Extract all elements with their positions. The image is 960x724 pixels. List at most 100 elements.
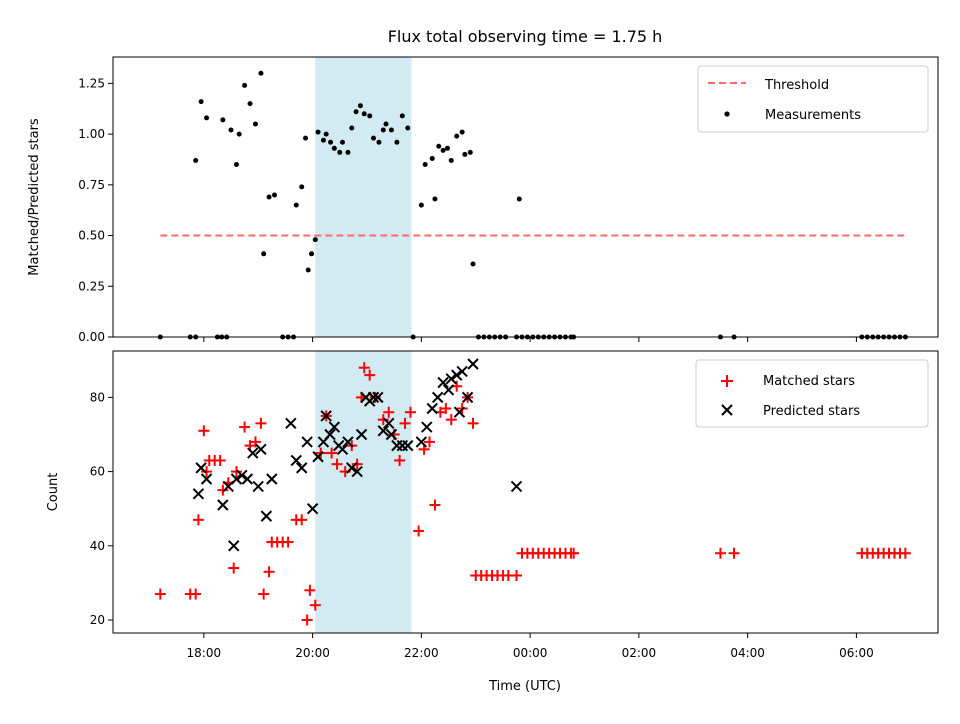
predicted-star-marker — [377, 425, 389, 437]
matched-star-marker — [383, 406, 395, 418]
predicted-star-marker — [437, 376, 449, 389]
measurement-point — [252, 121, 258, 127]
measurement-point — [440, 147, 446, 153]
measurement-point — [331, 145, 337, 151]
matched-star-marker — [255, 417, 267, 429]
predicted-star-marker — [266, 473, 278, 485]
measurement-point — [204, 115, 210, 121]
x-tick-label: 20:00 — [295, 646, 330, 660]
matched-star-marker — [440, 403, 452, 415]
measurement-point — [247, 101, 253, 107]
top-x-ticks — [203, 337, 857, 342]
predicted-star-marker — [426, 402, 438, 415]
matched-star-marker — [217, 484, 229, 496]
measurement-point — [422, 162, 428, 168]
measurement-point — [261, 251, 267, 257]
predicted-star-marker — [456, 365, 468, 378]
predicted-star-marker — [467, 358, 479, 370]
matched-star-marker — [511, 569, 523, 581]
measurement-point — [272, 192, 278, 198]
y-tick-label: 1.00 — [78, 127, 105, 141]
measurement-point — [320, 137, 326, 143]
matched-star-marker — [239, 421, 251, 433]
measurement-point — [193, 157, 199, 163]
x-tick-label: 02:00 — [622, 646, 657, 660]
predicted-star-marker — [453, 406, 466, 418]
predicted-star-marker — [346, 462, 358, 474]
matched-star-marker — [377, 414, 389, 426]
measurement-point — [361, 111, 367, 117]
y-tick-label: 0.75 — [78, 178, 105, 192]
measurements-legend-label: Measurements — [765, 108, 861, 123]
matched-star-marker — [331, 458, 343, 470]
top-shaded-interval — [315, 57, 412, 337]
measurement-point — [454, 133, 460, 139]
y-tick-label: 60 — [90, 465, 105, 479]
matched-star-marker — [228, 562, 240, 574]
threshold-legend-label: Threshold — [764, 78, 829, 93]
matched-star-marker — [154, 588, 166, 600]
matched-star-marker — [258, 588, 270, 600]
matched-star-marker — [230, 466, 242, 478]
top-y-ticks: 0.00 0.25 0.50 0.75 1.00 1.25 — [78, 76, 113, 344]
predicted-star-marker — [230, 473, 243, 485]
matched-star-marker — [282, 536, 294, 548]
matched-star-marker — [568, 547, 580, 559]
measurement-point — [305, 267, 311, 273]
predicted-star-marker — [312, 451, 324, 463]
matched-star-marker — [249, 436, 261, 448]
matched-star-marker — [201, 466, 213, 478]
y-tick-label: 1.25 — [78, 76, 105, 90]
predicted-star-marker — [385, 428, 398, 441]
predicted-star-marker — [236, 469, 248, 482]
x-tick-label: 04:00 — [730, 646, 765, 660]
measurement-point — [388, 127, 394, 133]
predicted-star-marker — [415, 436, 428, 448]
measurement-point — [328, 139, 334, 145]
predicted-star-marker — [324, 428, 336, 441]
predicted-star-marker — [301, 436, 313, 448]
measurement-point — [432, 196, 438, 202]
chart-title: Flux total observing time = 1.75 h — [388, 27, 663, 46]
measurement-point — [448, 157, 454, 163]
predicted-star-marker — [510, 480, 523, 493]
matched-star-marker — [192, 514, 204, 526]
predicted-star-marker — [217, 499, 229, 511]
x-tick-label: 00:00 — [513, 646, 548, 660]
predicted-star-marker — [383, 417, 395, 430]
measurement-point — [444, 145, 450, 151]
measurement-point — [367, 113, 373, 119]
measurement-point — [399, 113, 405, 119]
measurement-point — [323, 131, 329, 137]
measurement-point — [376, 139, 382, 145]
predicted-star-marker — [351, 465, 363, 478]
matched-star-marker — [399, 417, 411, 429]
matched-star-marker — [358, 362, 370, 374]
predicted-star-marker — [296, 462, 308, 474]
bottom-x-ticks: 18:00 20:00 22:00 00:00 02:00 04:00 06:00 — [187, 633, 874, 660]
predicted-star-marker — [367, 391, 380, 404]
measurements-legend-swatch — [724, 111, 730, 117]
predicted-star-marker — [192, 488, 205, 500]
matched-star-marker — [263, 566, 275, 578]
measurement-point — [470, 261, 476, 267]
measurement-point — [467, 149, 473, 155]
bottom-shaded-interval — [315, 351, 412, 633]
measurement-point — [242, 82, 248, 88]
matched-star-marker — [445, 414, 457, 426]
measurement-point — [236, 131, 242, 137]
predicted-star-marker — [442, 384, 455, 396]
measurement-point — [228, 127, 234, 133]
measurement-point — [293, 202, 299, 208]
measurement-point — [429, 155, 435, 161]
measurement-point — [380, 127, 386, 133]
predicted-star-marker — [320, 410, 332, 422]
matched-star-marker — [424, 436, 436, 448]
matched-star-marker — [301, 614, 313, 626]
top-panel: 0.00 0.25 0.50 0.75 1.00 1.25 Matched/Predict… — [27, 56, 939, 344]
measurement-point — [394, 139, 400, 145]
predicted-star-marker — [445, 373, 457, 385]
measurement-point — [309, 251, 315, 257]
matched-star-marker — [296, 514, 308, 526]
predicted-star-marker — [306, 502, 319, 515]
